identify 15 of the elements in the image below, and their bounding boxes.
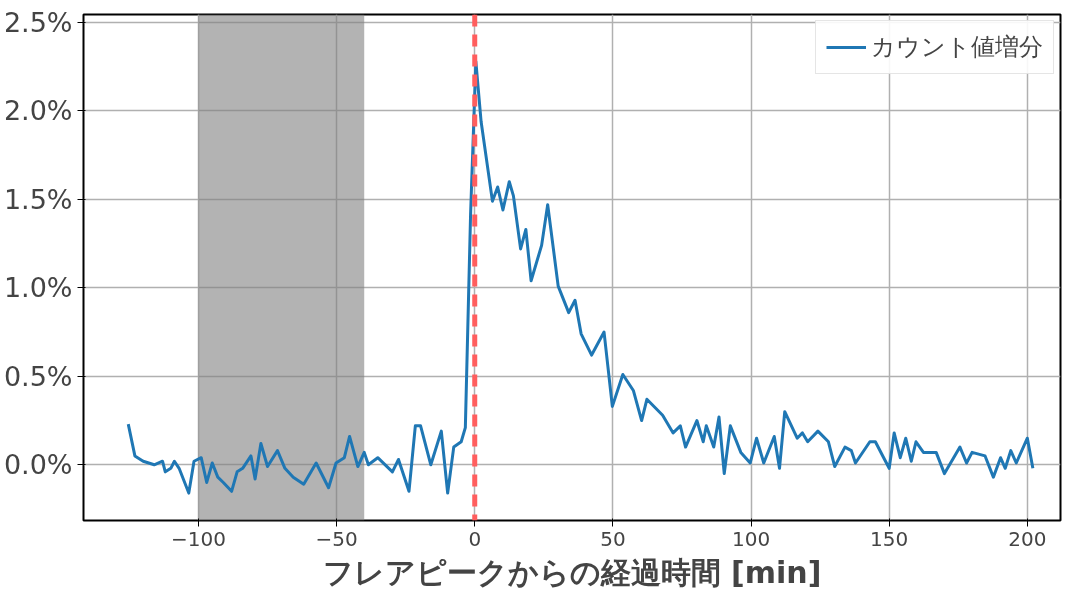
y-tick-label: 0.0% bbox=[3, 449, 73, 481]
y-tick-label: 2.0% bbox=[3, 95, 73, 127]
x-tick-label: −50 bbox=[315, 526, 358, 551]
x-tick-label: 50 bbox=[600, 526, 626, 551]
y-tick-label: 1.0% bbox=[3, 272, 73, 304]
y-tick-label: 1.5% bbox=[3, 183, 73, 215]
x-tick-label: 0 bbox=[468, 526, 482, 551]
x-tick-label: 100 bbox=[731, 526, 771, 551]
x-tick-label: −100 bbox=[170, 526, 226, 551]
legend-label: カウント値増分 bbox=[871, 32, 1043, 63]
y-tick-label: 0.5% bbox=[3, 360, 73, 392]
y-tick-label: 2.5% bbox=[3, 6, 73, 38]
x-tick-label: 150 bbox=[870, 526, 909, 551]
x-tick-label: 200 bbox=[1008, 526, 1047, 551]
x-axis-title: フレアピークからの経過時間 [min] bbox=[322, 554, 822, 590]
